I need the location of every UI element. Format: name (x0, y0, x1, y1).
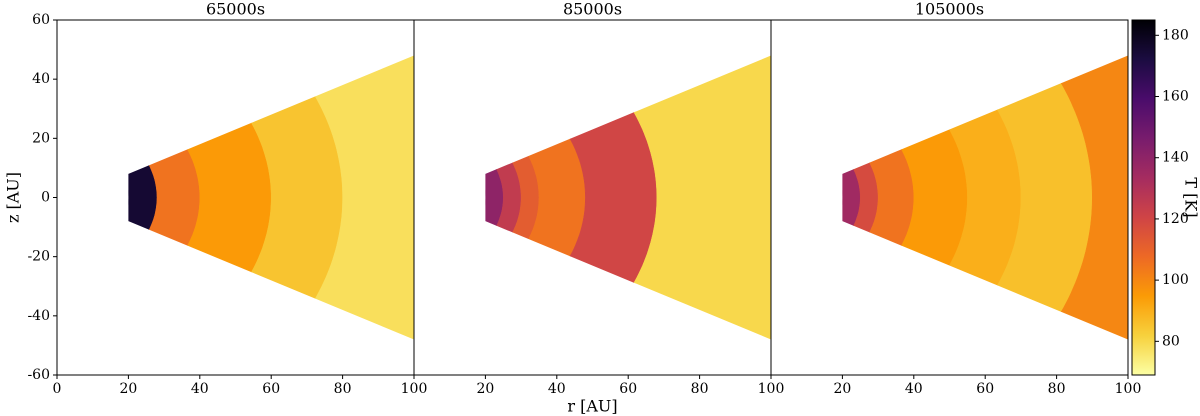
colorbar-label: T [K] (1182, 177, 1200, 217)
y-tick-label: -60 (27, 367, 50, 383)
x-tick-label: 40 (905, 381, 923, 397)
plot-frame (770, 19, 1129, 376)
x-tick-label: 80 (334, 381, 352, 397)
colorbar-tick-label: 100 (1162, 272, 1189, 288)
x-tick-label: 0 (53, 381, 62, 397)
x-tick-label: 60 (262, 381, 280, 397)
colorbar-tick-label: 180 (1162, 27, 1189, 43)
y-tick-label: 40 (32, 71, 50, 87)
heatmap (128, 55, 414, 340)
y-tick-label: 20 (32, 130, 50, 146)
colorbar-tick-label: 120 (1162, 211, 1189, 227)
x-tick-label: 100 (401, 381, 428, 397)
colorbar-tick-label: 80 (1162, 333, 1180, 349)
x-axis-label: r [AU] (567, 397, 617, 416)
x-tick-label: 100 (1115, 381, 1142, 397)
x-tick-label: 80 (1048, 381, 1066, 397)
x-tick-label: 80 (691, 381, 709, 397)
x-tick-label: 60 (976, 381, 994, 397)
colorbar-tick-label: 140 (1162, 150, 1189, 166)
panel-title: 105000s (915, 0, 984, 19)
heatmap (842, 55, 1128, 340)
colorbar-tick-label: 160 (1162, 89, 1189, 105)
y-tick-label: -40 (27, 308, 50, 324)
x-tick-label: 40 (548, 381, 566, 397)
y-tick-label: 60 (32, 12, 50, 28)
shell (1033, 55, 1128, 340)
shell (128, 149, 158, 246)
colorbar (1131, 19, 1156, 376)
y-tick-label: -20 (27, 249, 50, 265)
panel-title: 65000s (206, 0, 265, 19)
y-tick-label: 0 (41, 190, 50, 206)
x-tick-label: 20 (833, 381, 851, 397)
x-tick-label: 40 (191, 381, 209, 397)
x-tick-label: 100 (758, 381, 785, 397)
x-tick-label: 20 (476, 381, 494, 397)
y-axis-label: z [AU] (4, 172, 23, 223)
x-tick-label: 20 (119, 381, 137, 397)
x-tick-label: 60 (619, 381, 637, 397)
shell (485, 154, 504, 241)
heatmap (485, 55, 771, 340)
shell (842, 154, 861, 241)
panel-title: 85000s (563, 0, 622, 19)
